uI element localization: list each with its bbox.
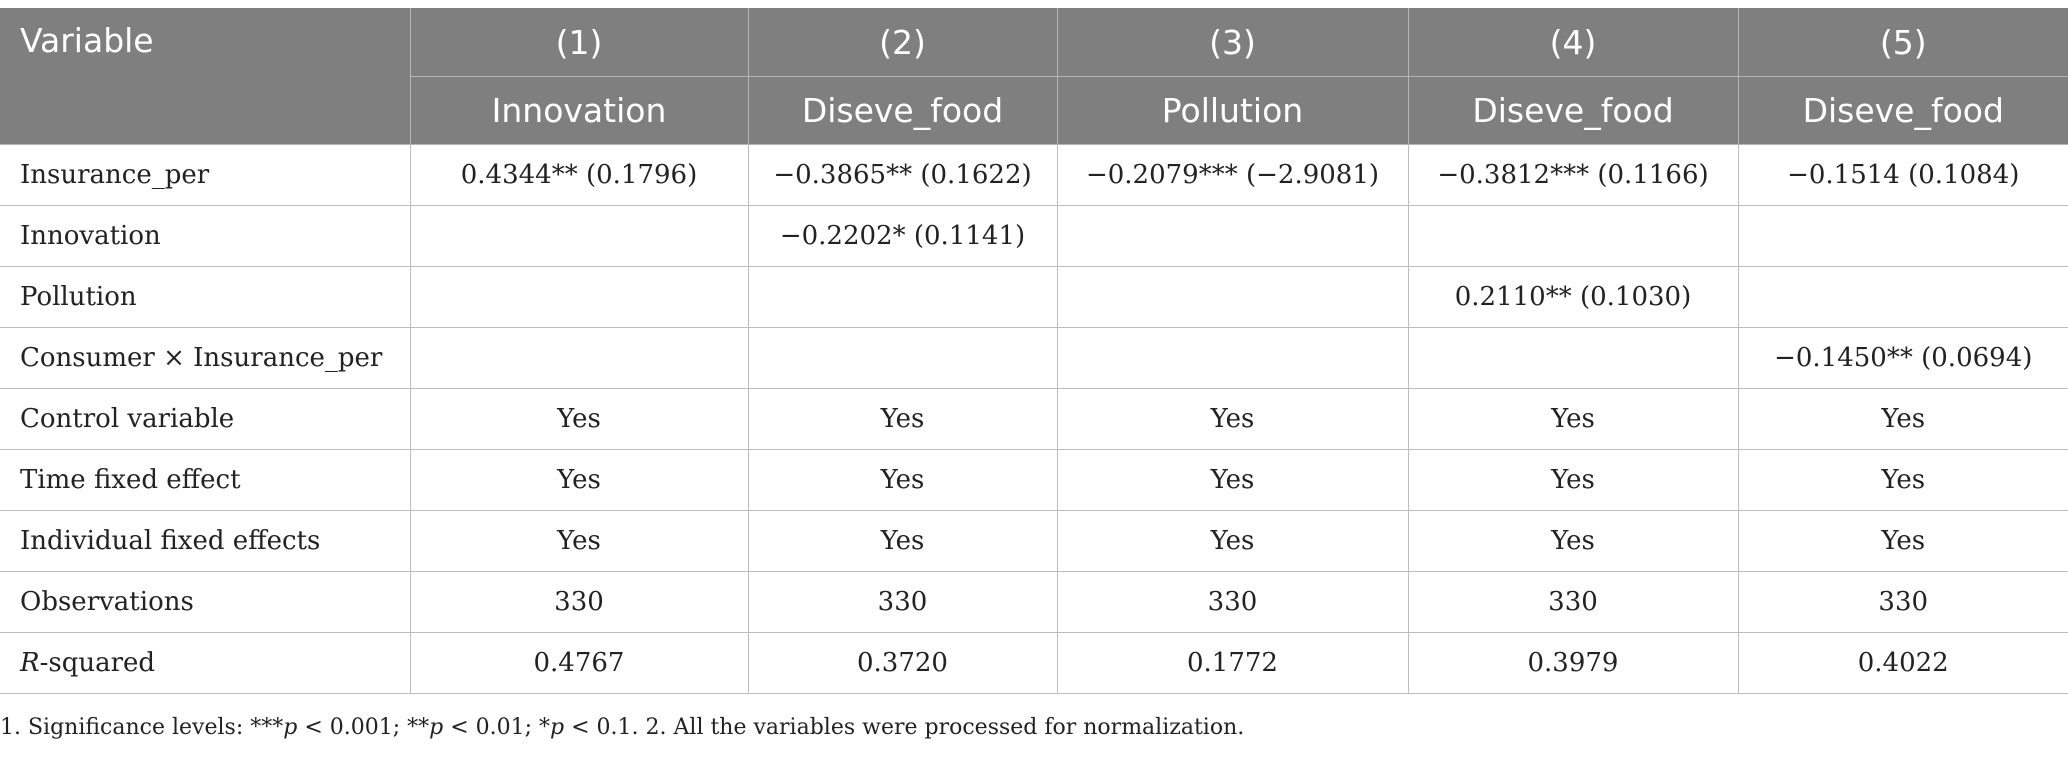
table-cell [409, 266, 749, 328]
table-row: Insurance_per 0.4344** (0.1796) −0.3865*… [0, 144, 2068, 206]
row-label: Insurance_per [0, 144, 411, 206]
header-model-number: (4) [1408, 8, 1739, 77]
table-row: Observations 330 330 330 330 330 [0, 571, 2068, 633]
table-cell [1407, 327, 1739, 389]
table-cell [1407, 205, 1739, 267]
header-variable: Variable [0, 8, 411, 145]
row-label: Control variable [0, 388, 411, 450]
table-cell: 0.2110** (0.1030) [1407, 266, 1739, 328]
table-row: Innovation −0.2202* (0.1141) [0, 205, 2068, 267]
header-dependent-variable: Pollution [1057, 76, 1409, 145]
table-cell: 0.3720 [747, 632, 1058, 694]
table-cell: Yes [409, 449, 749, 511]
table-cell: Yes [747, 388, 1058, 450]
table-body: Insurance_per 0.4344** (0.1796) −0.3865*… [0, 144, 2068, 694]
table-row: R-squared 0.4767 0.3720 0.1772 0.3979 0.… [0, 632, 2068, 694]
table-row: Time fixed effect Yes Yes Yes Yes Yes [0, 449, 2068, 511]
row-label: Consumer × Insurance_per [0, 327, 411, 389]
row-label: Innovation [0, 205, 411, 267]
header-model-number: (2) [748, 8, 1058, 77]
table-cell: Yes [1056, 510, 1409, 572]
regression-table: Variable (1) (2) (3) (4) (5) Innovation … [0, 8, 2068, 694]
header-row-model-numbers: Variable (1) (2) (3) (4) (5) [0, 8, 2068, 145]
table-cell: 330 [1407, 571, 1739, 633]
table-cell: 0.4344** (0.1796) [409, 144, 749, 206]
table-row: Individual fixed effects Yes Yes Yes Yes… [0, 510, 2068, 572]
table-cell: 0.3979 [1407, 632, 1739, 694]
table-footnote: 1. Significance levels: ***p < 0.001; **… [0, 715, 1245, 740]
table-cell: 0.1772 [1056, 632, 1409, 694]
row-label: Pollution [0, 266, 411, 328]
header-dependent-variable: Diseve_food [1738, 76, 2068, 145]
table-header: Variable (1) (2) (3) (4) (5) Innovation … [0, 8, 2068, 145]
header-dependent-variable: Diseve_food [1408, 76, 1739, 145]
table-cell [747, 327, 1058, 389]
table-cell: Yes [1737, 510, 2068, 572]
table-cell: −0.3865** (0.1622) [747, 144, 1058, 206]
table-row: Control variable Yes Yes Yes Yes Yes [0, 388, 2068, 450]
table-cell: −0.3812*** (0.1166) [1407, 144, 1739, 206]
table-cell: Yes [409, 510, 749, 572]
table-cell: Yes [1737, 449, 2068, 511]
table-cell [1056, 266, 1409, 328]
table-cell [747, 266, 1058, 328]
table-row: Consumer × Insurance_per −0.1450** (0.06… [0, 327, 2068, 389]
table-row: Pollution 0.2110** (0.1030) [0, 266, 2068, 328]
table-cell: −0.1514 (0.1084) [1737, 144, 2068, 206]
table-cell: Yes [1407, 449, 1739, 511]
row-label: Time fixed effect [0, 449, 411, 511]
header-model-number: (5) [1738, 8, 2068, 77]
header-model-number: (3) [1057, 8, 1409, 77]
header-dependent-variable: Innovation [410, 76, 749, 145]
table-cell: 0.4022 [1737, 632, 2068, 694]
header-model-number: (1) [410, 8, 749, 77]
row-label: R-squared [0, 632, 411, 694]
table-cell: Yes [1407, 510, 1739, 572]
table-cell: −0.2202* (0.1141) [747, 205, 1058, 267]
table-cell [1737, 266, 2068, 328]
table-cell: Yes [1056, 388, 1409, 450]
table-cell: 330 [409, 571, 749, 633]
table-cell: 330 [1737, 571, 2068, 633]
table-cell [1056, 205, 1409, 267]
row-label: Individual fixed effects [0, 510, 411, 572]
regression-table-container: Variable (1) (2) (3) (4) (5) Innovation … [0, 8, 2068, 694]
table-cell: −0.1450** (0.0694) [1737, 327, 2068, 389]
table-cell: Yes [747, 449, 1058, 511]
table-cell [1056, 327, 1409, 389]
table-cell: 330 [747, 571, 1058, 633]
header-dependent-variable: Diseve_food [748, 76, 1058, 145]
table-cell: Yes [747, 510, 1058, 572]
table-cell: Yes [1056, 449, 1409, 511]
table-cell: Yes [1407, 388, 1739, 450]
table-cell: 0.4767 [409, 632, 749, 694]
row-label: Observations [0, 571, 411, 633]
table-cell [1737, 205, 2068, 267]
table-cell: 330 [1056, 571, 1409, 633]
table-cell: Yes [409, 388, 749, 450]
table-cell [409, 205, 749, 267]
table-cell: Yes [1737, 388, 2068, 450]
table-cell [409, 327, 749, 389]
table-cell: −0.2079*** (−2.9081) [1056, 144, 1409, 206]
